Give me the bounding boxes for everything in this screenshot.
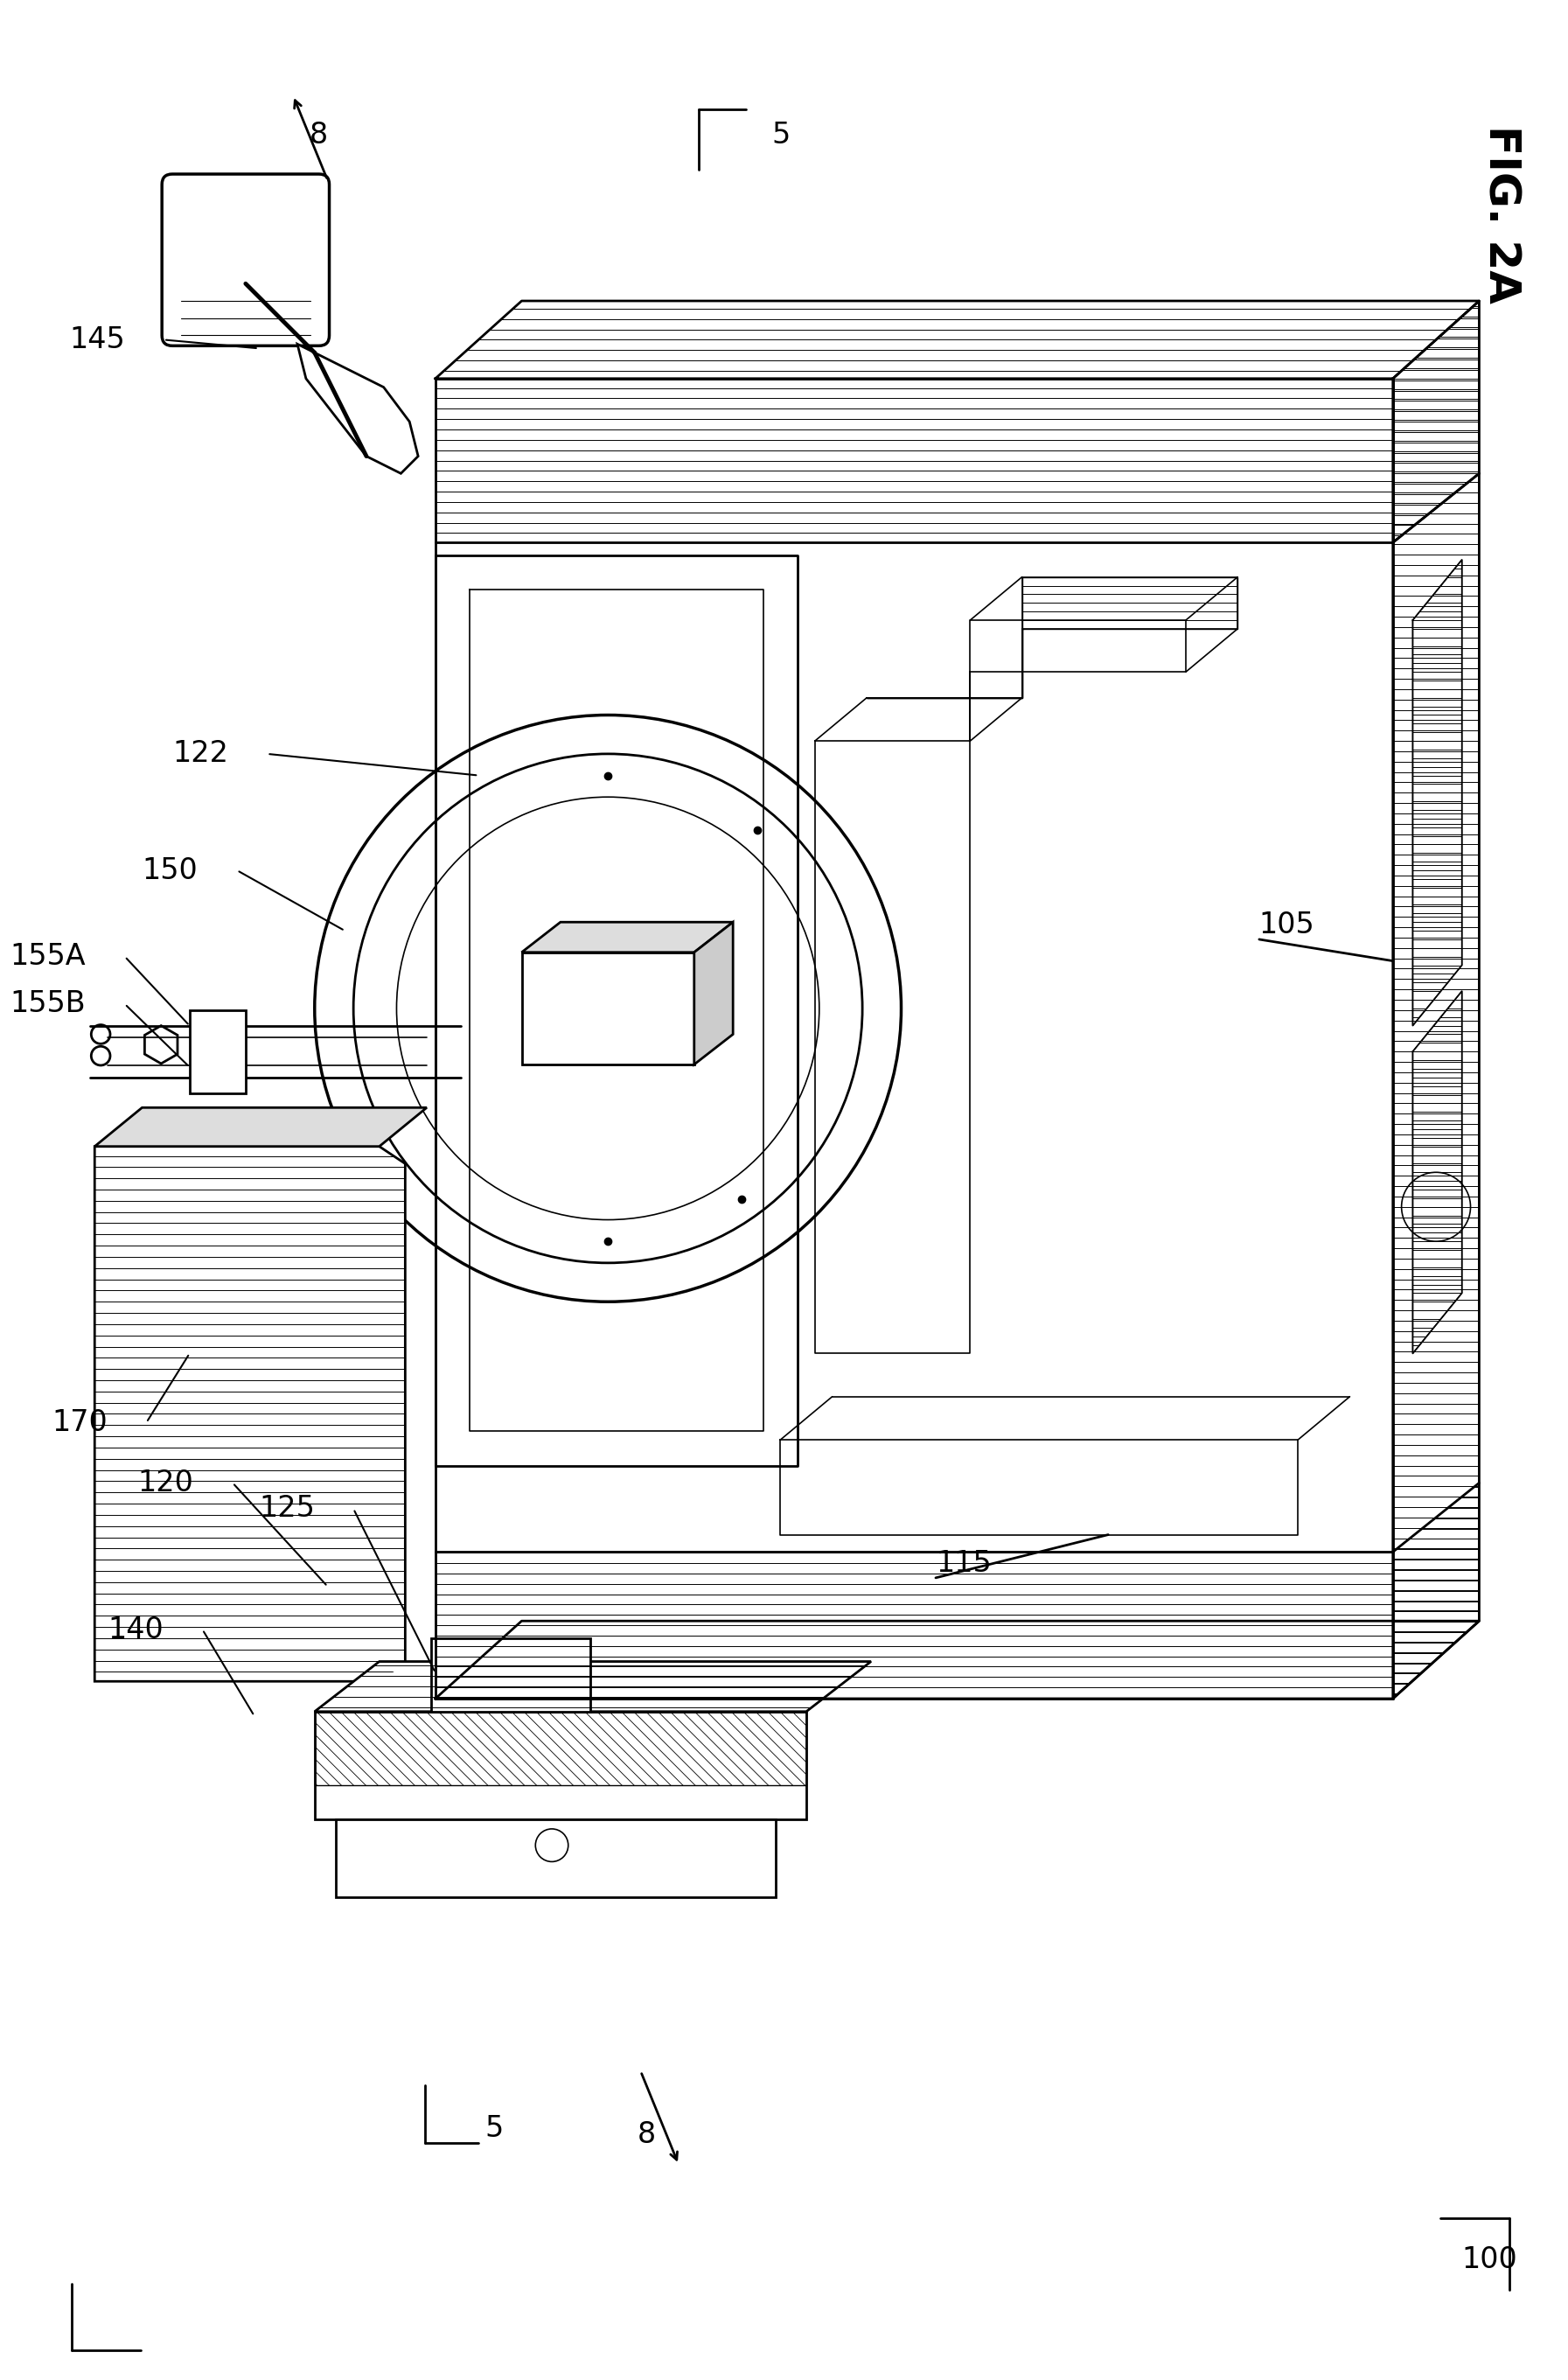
Text: 8: 8 bbox=[309, 121, 328, 150]
Polygon shape bbox=[431, 1637, 591, 1711]
Polygon shape bbox=[315, 1711, 806, 1818]
Text: 150: 150 bbox=[143, 857, 198, 885]
FancyBboxPatch shape bbox=[162, 174, 329, 345]
Polygon shape bbox=[94, 1147, 405, 1680]
Text: 145: 145 bbox=[69, 326, 125, 355]
Bar bbox=[522, 952, 695, 1064]
Text: 5: 5 bbox=[485, 2113, 503, 2142]
Bar bbox=[190, 1009, 246, 1092]
Text: 105: 105 bbox=[1259, 912, 1316, 940]
Text: 120: 120 bbox=[138, 1468, 194, 1497]
Polygon shape bbox=[144, 1026, 177, 1064]
Text: 100: 100 bbox=[1461, 2244, 1518, 2273]
Text: 122: 122 bbox=[172, 740, 229, 769]
Polygon shape bbox=[336, 1818, 776, 1897]
Text: 8: 8 bbox=[638, 2121, 655, 2149]
Polygon shape bbox=[695, 921, 732, 1064]
Text: 125: 125 bbox=[259, 1495, 315, 1523]
Polygon shape bbox=[298, 345, 419, 474]
Text: 155B: 155B bbox=[11, 990, 86, 1019]
Polygon shape bbox=[315, 1661, 870, 1711]
Text: 170: 170 bbox=[52, 1409, 108, 1438]
Polygon shape bbox=[522, 921, 732, 952]
Text: 5: 5 bbox=[771, 121, 790, 150]
Text: 155A: 155A bbox=[11, 942, 86, 971]
Text: 115: 115 bbox=[936, 1549, 991, 1578]
Text: FIG. 2A: FIG. 2A bbox=[1480, 126, 1523, 305]
Polygon shape bbox=[94, 1107, 426, 1147]
Text: 140: 140 bbox=[108, 1616, 163, 1645]
